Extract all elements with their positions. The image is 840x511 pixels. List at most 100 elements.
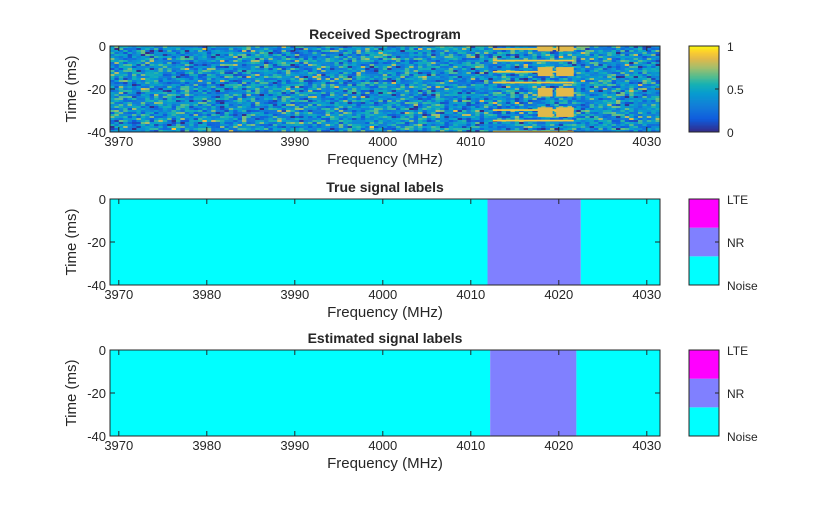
spectrogram-cell — [440, 72, 445, 75]
spectrogram-cell — [140, 74, 146, 77]
spectrogram-cell — [220, 48, 225, 51]
spectrogram-cell — [409, 86, 414, 89]
spectrogram-cell — [444, 120, 450, 123]
spectrogram-cell — [435, 90, 441, 93]
spectrogram-cell — [646, 62, 652, 65]
spectrogram-cell — [646, 88, 652, 91]
spectrogram-cell — [365, 88, 370, 91]
spectrogram-cell — [457, 64, 463, 67]
spectrogram-cell — [492, 62, 498, 65]
spectrogram-cell — [470, 74, 476, 77]
spectrogram-cell — [184, 66, 190, 69]
spectrogram-cell — [418, 104, 423, 107]
spectrogram-cell — [308, 56, 313, 59]
spectrogram-cell — [440, 122, 445, 125]
spectrogram-cell — [519, 84, 524, 87]
spectrogram-cell — [167, 70, 172, 73]
spectrogram-cell — [545, 80, 551, 83]
spectrogram-cell — [167, 52, 172, 55]
spectrogram-cell — [365, 100, 370, 103]
spectrogram-cell — [655, 66, 661, 69]
spectrogram-cell — [193, 62, 199, 65]
spectrogram-cell — [237, 98, 243, 101]
spectrogram-cell — [453, 88, 458, 91]
spectrogram-cell — [444, 78, 450, 81]
spectrogram-cell — [255, 112, 260, 115]
spectrogram-cell — [501, 80, 507, 83]
spectrogram-cell — [580, 96, 586, 99]
spectrogram-cell — [145, 46, 150, 49]
spectrogram-cell — [154, 118, 159, 121]
spectrogram-cell — [607, 114, 612, 117]
spectrogram-cell — [607, 90, 612, 93]
spectrogram-cell — [624, 78, 630, 81]
spectrogram-cell — [378, 114, 384, 117]
spectrogram-cell — [312, 90, 318, 93]
spectrogram-cell — [338, 72, 344, 75]
spectrogram-cell — [189, 112, 194, 115]
spectrogram-cell — [440, 56, 445, 59]
spectrogram-cell — [360, 112, 366, 115]
spectrogram-cell — [180, 50, 186, 53]
spectrogram-cell — [374, 90, 379, 93]
spectrogram-cell — [118, 106, 124, 109]
spectrogram-cell — [585, 86, 590, 89]
spectrogram-cell — [347, 48, 353, 51]
spectrogram-cell — [466, 108, 472, 111]
spectrogram-cell — [268, 60, 274, 63]
spectrogram-cell — [184, 68, 190, 71]
spectrogram-cell — [233, 46, 238, 49]
spectrogram-cell — [162, 92, 168, 95]
spectrogram-cell — [391, 78, 397, 81]
spectrogram-cell — [136, 46, 142, 49]
spectrogram-cell — [558, 54, 564, 57]
spectrogram-cell — [189, 68, 194, 71]
spectrogram-cell — [616, 72, 621, 75]
spectrogram-cell — [272, 52, 278, 55]
spectrogram-cell — [576, 106, 582, 109]
spectrogram-cell — [391, 64, 397, 67]
spectrogram-cell — [611, 90, 617, 93]
spectrogram-cell — [171, 88, 177, 91]
spectrogram-cell — [404, 104, 410, 107]
spectrogram-cell — [576, 86, 582, 89]
spectrogram-cell — [277, 62, 282, 65]
spectrogram-cell — [162, 84, 168, 87]
spectrogram-cell — [607, 88, 612, 91]
spectrogram-cell — [290, 74, 296, 77]
spectrogram-cell — [242, 82, 247, 85]
spectrogram-cell — [431, 96, 436, 99]
spectrogram-cell — [413, 70, 419, 73]
spectrogram-cell — [620, 90, 626, 93]
spectrogram-cell — [330, 52, 335, 55]
spectrogram-cell — [396, 88, 401, 91]
spectrogram-cell — [497, 122, 502, 125]
spectrogram-cell — [154, 82, 159, 85]
spectrogram-cell — [594, 120, 599, 123]
spectrogram-cell — [602, 106, 608, 109]
spectrogram-cell — [259, 118, 265, 121]
spectrogram-cell — [567, 62, 573, 65]
spectrogram-cell — [242, 100, 247, 103]
spectrogram-cell — [492, 52, 498, 55]
spectrogram-cell — [246, 98, 252, 101]
spectrogram-cell — [422, 56, 428, 59]
spectrogram-cell — [497, 86, 502, 89]
spectrogram-cell — [140, 104, 146, 107]
spectrogram-cell — [506, 68, 511, 71]
spectrogram-cell — [272, 48, 278, 51]
spectrogram-cell — [624, 108, 630, 111]
spectrogram-cell — [189, 66, 194, 69]
spectrogram-cell — [620, 68, 626, 71]
spectrogram-cell — [611, 62, 617, 65]
spectrogram-cell — [180, 86, 186, 89]
spectrogram-cell — [206, 102, 212, 105]
spectrogram-cell — [620, 118, 626, 121]
spectrogram-cell — [180, 116, 186, 119]
spectrogram-cell — [220, 116, 225, 119]
spectrogram-cell — [519, 116, 524, 119]
spectrogram-cell — [312, 74, 318, 77]
spectrogram-cell — [136, 116, 142, 119]
spectrogram-cell — [545, 96, 551, 99]
spectrogram-cell — [646, 104, 652, 107]
